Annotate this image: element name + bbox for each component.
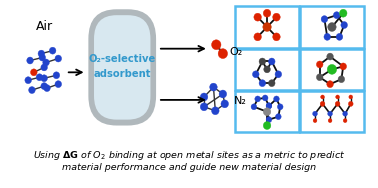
Circle shape xyxy=(251,104,257,110)
Text: Using $\mathbf{\Delta G}$ of O$_2$ binding at open metal sites as a metric to pr: Using $\mathbf{\Delta G}$ of O$_2$ bindi… xyxy=(33,149,345,161)
Circle shape xyxy=(343,111,347,116)
Circle shape xyxy=(274,96,279,102)
Circle shape xyxy=(41,75,48,82)
Bar xyxy=(300,49,364,90)
Bar xyxy=(235,49,299,90)
Circle shape xyxy=(349,101,353,106)
Bar xyxy=(300,6,364,48)
Circle shape xyxy=(266,103,272,109)
Bar xyxy=(235,91,299,132)
Circle shape xyxy=(328,119,332,123)
Circle shape xyxy=(219,90,227,98)
Circle shape xyxy=(333,12,340,19)
Circle shape xyxy=(44,85,50,92)
Circle shape xyxy=(266,117,272,123)
Circle shape xyxy=(55,55,62,62)
Circle shape xyxy=(343,119,347,123)
Circle shape xyxy=(336,95,339,99)
Circle shape xyxy=(38,50,45,57)
Circle shape xyxy=(275,71,282,78)
Circle shape xyxy=(276,114,281,120)
Circle shape xyxy=(27,57,33,64)
Circle shape xyxy=(263,108,271,116)
Circle shape xyxy=(268,80,275,87)
Circle shape xyxy=(254,33,262,41)
Circle shape xyxy=(349,95,353,99)
Circle shape xyxy=(313,119,317,123)
Circle shape xyxy=(210,83,217,91)
Circle shape xyxy=(254,13,262,21)
Circle shape xyxy=(25,77,31,84)
Circle shape xyxy=(212,107,219,115)
Text: Air: Air xyxy=(36,20,53,33)
Circle shape xyxy=(263,9,271,17)
Circle shape xyxy=(255,96,260,102)
Circle shape xyxy=(55,81,62,88)
Circle shape xyxy=(218,49,228,58)
Circle shape xyxy=(31,69,37,76)
Text: adsorbent: adsorbent xyxy=(93,69,151,79)
Circle shape xyxy=(41,64,48,71)
Circle shape xyxy=(41,83,48,89)
Circle shape xyxy=(43,59,50,66)
Circle shape xyxy=(335,101,340,106)
Circle shape xyxy=(340,63,347,70)
Circle shape xyxy=(321,16,328,23)
Circle shape xyxy=(327,81,333,88)
Circle shape xyxy=(268,58,275,65)
FancyBboxPatch shape xyxy=(94,15,150,120)
Circle shape xyxy=(200,93,208,101)
Text: O₂: O₂ xyxy=(229,47,243,57)
Circle shape xyxy=(327,53,333,60)
Circle shape xyxy=(277,104,283,110)
Circle shape xyxy=(29,87,35,93)
Circle shape xyxy=(36,74,43,81)
Bar xyxy=(235,6,299,48)
Circle shape xyxy=(321,95,324,99)
Circle shape xyxy=(264,66,270,73)
Circle shape xyxy=(327,64,337,74)
Bar xyxy=(300,91,364,132)
Circle shape xyxy=(341,22,347,29)
FancyBboxPatch shape xyxy=(88,9,156,126)
Circle shape xyxy=(221,100,228,108)
Circle shape xyxy=(263,23,271,31)
Circle shape xyxy=(53,72,60,79)
Circle shape xyxy=(338,76,345,83)
Circle shape xyxy=(316,74,323,81)
Circle shape xyxy=(320,101,325,106)
Circle shape xyxy=(266,103,272,109)
Circle shape xyxy=(39,54,46,61)
Circle shape xyxy=(253,71,259,78)
Circle shape xyxy=(273,33,280,41)
Circle shape xyxy=(262,95,268,101)
Circle shape xyxy=(263,122,271,130)
Circle shape xyxy=(328,23,336,31)
Circle shape xyxy=(339,9,347,17)
Circle shape xyxy=(316,61,323,68)
Circle shape xyxy=(212,40,221,50)
Circle shape xyxy=(273,13,280,21)
Circle shape xyxy=(259,80,266,87)
Circle shape xyxy=(313,111,318,116)
Circle shape xyxy=(200,103,208,111)
Circle shape xyxy=(50,47,56,54)
Text: material performance and guide new material design: material performance and guide new mater… xyxy=(62,163,316,172)
Text: N₂: N₂ xyxy=(234,96,247,106)
Text: O₂-selective: O₂-selective xyxy=(88,54,156,64)
Circle shape xyxy=(336,33,343,40)
Circle shape xyxy=(259,58,266,65)
Circle shape xyxy=(324,33,330,40)
Circle shape xyxy=(328,111,332,116)
